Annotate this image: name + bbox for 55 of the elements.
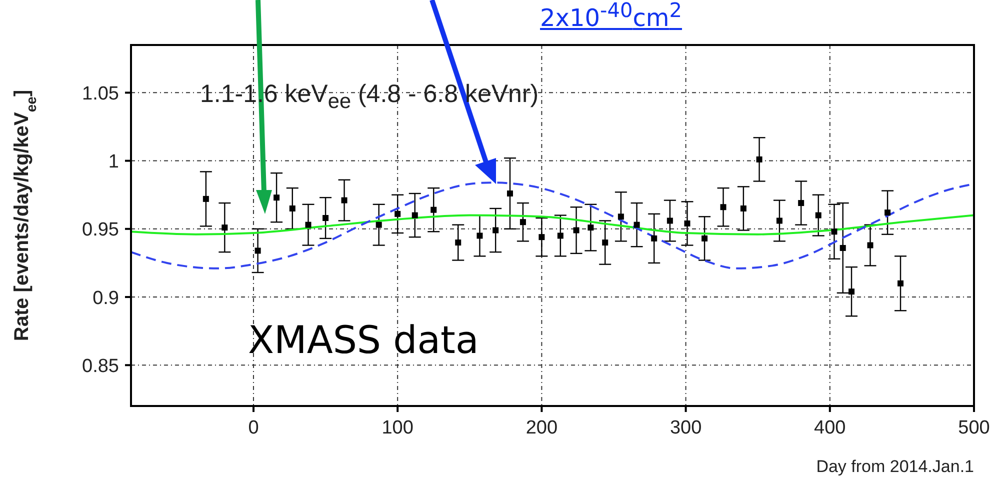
point (376, 222, 382, 228)
point (840, 244, 846, 251)
x-tick-label: 200 (526, 417, 558, 438)
y-tick-label: 1 (108, 152, 119, 173)
point (618, 214, 624, 220)
point (884, 210, 891, 216)
x-tick-label: 300 (670, 417, 702, 438)
point (520, 219, 526, 226)
point (867, 242, 874, 248)
point (720, 204, 726, 210)
point (798, 200, 804, 206)
point (506, 190, 513, 196)
point (898, 280, 904, 286)
point (202, 196, 209, 202)
point (222, 224, 228, 231)
point (756, 156, 762, 162)
point (254, 248, 261, 254)
y-tick-label: 0.95 (82, 220, 119, 241)
point (476, 232, 483, 239)
point (430, 206, 437, 213)
point (341, 197, 348, 204)
point (776, 218, 782, 224)
point (588, 224, 594, 231)
point (412, 212, 418, 218)
point (289, 205, 296, 212)
point (557, 232, 564, 239)
annotation: XMASS data (248, 318, 479, 362)
point (305, 222, 312, 228)
x-tick-label: 400 (814, 417, 846, 438)
point (651, 235, 658, 242)
point (394, 210, 401, 217)
line-series (131, 214, 974, 236)
x-tick-label: 500 (958, 417, 990, 438)
x-axis-title: Day from 2014.Jan.1 (816, 457, 974, 476)
point (740, 205, 746, 212)
point (538, 234, 545, 240)
y-tick-label: 0.9 (92, 288, 119, 309)
point (831, 228, 838, 235)
point (602, 240, 608, 246)
point (848, 288, 855, 295)
y-tick-label: 0.85 (82, 356, 119, 377)
x-tick-label: 0 (248, 417, 259, 438)
point (634, 222, 640, 228)
point (684, 220, 690, 226)
point (455, 240, 462, 246)
x-tick-label: 100 (382, 417, 414, 438)
point (274, 194, 280, 201)
point (815, 212, 822, 218)
point (492, 227, 499, 234)
y-tick-label: 1.05 (82, 83, 119, 104)
point (666, 218, 673, 224)
text: 2x10$^{-40}$cm$^{2}$ (540, 0, 682, 32)
point (573, 227, 580, 234)
point (702, 235, 708, 242)
point (322, 215, 329, 222)
